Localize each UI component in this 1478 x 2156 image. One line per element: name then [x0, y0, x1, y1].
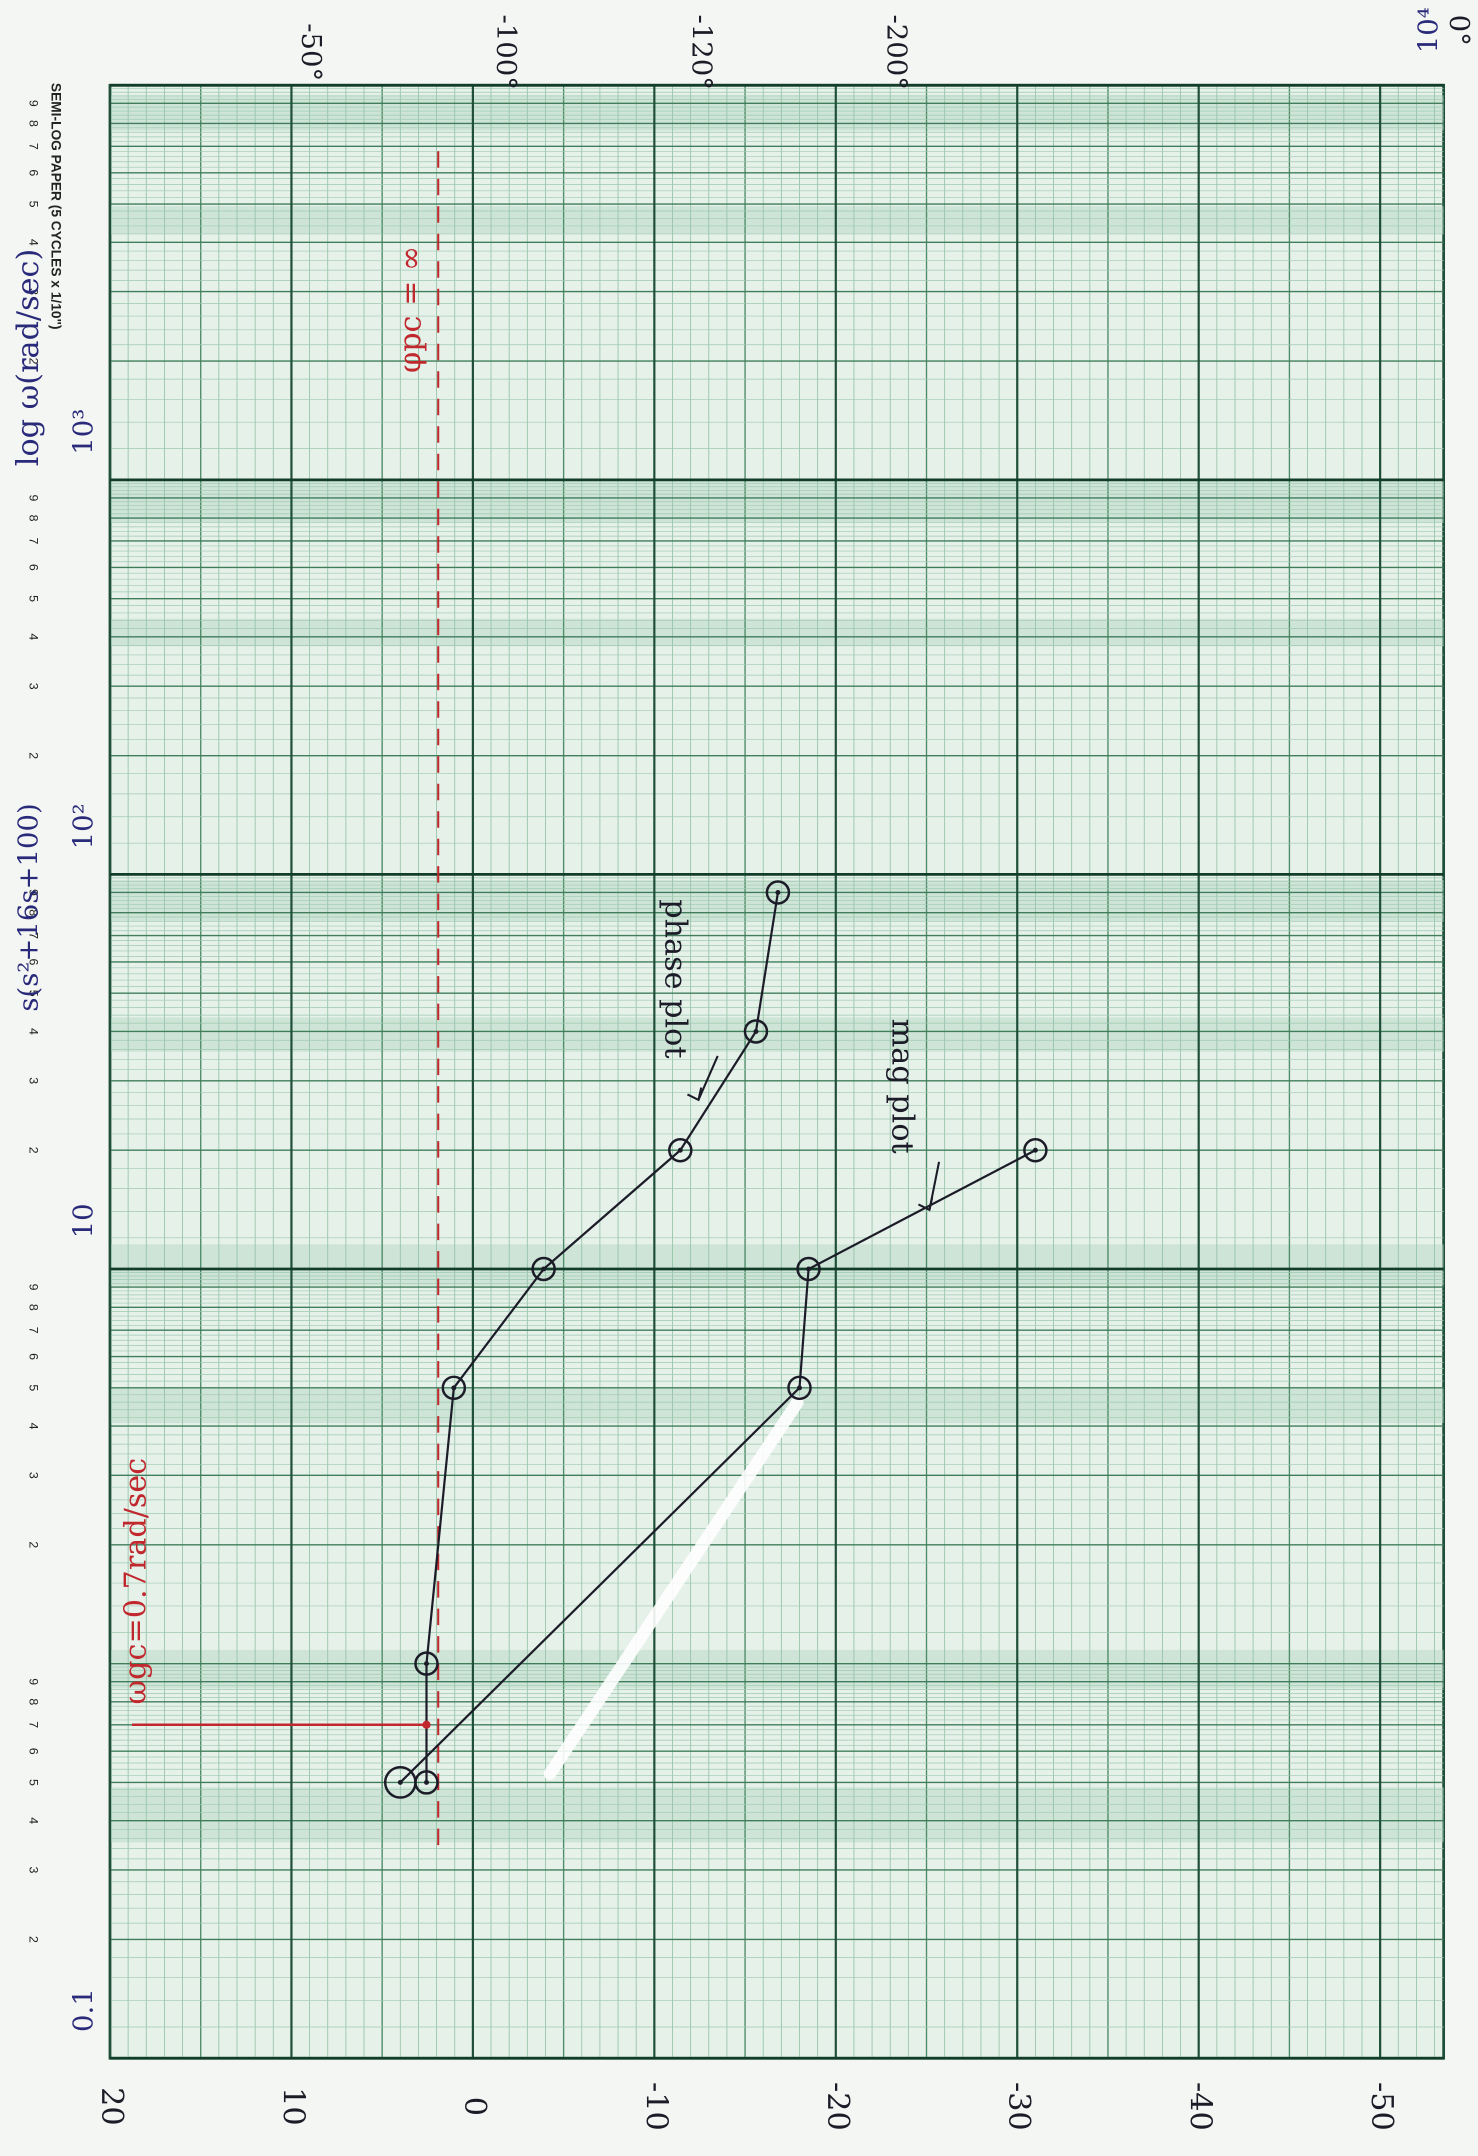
paper-band	[110, 206, 1444, 233]
data-dot	[541, 1267, 546, 1272]
data-dot	[451, 1385, 456, 1390]
x-minor-label: 4	[27, 1817, 41, 1824]
x-minor-label: 6	[27, 169, 41, 176]
y2-tick-label: -100°	[490, 14, 522, 90]
x-tick-label: 10	[68, 1203, 100, 1238]
x-minor-label: 3	[27, 683, 41, 690]
x-minor-label: 9	[27, 1284, 41, 1291]
x-minor-label: 2	[27, 1936, 41, 1943]
data-dot	[424, 1661, 429, 1666]
data-dot	[753, 1029, 758, 1034]
paper-band	[110, 619, 1444, 646]
paper-band	[110, 1787, 1444, 1842]
x-minor-label: 5	[27, 1384, 41, 1391]
x-tick-label: 10⁴	[1412, 7, 1444, 53]
crossover-label: ωgc=0.7rad/sec	[118, 1458, 153, 1705]
x-minor-label: 4	[27, 1028, 41, 1035]
paper	[110, 85, 1444, 2058]
series-label: mag plot	[885, 1019, 920, 1154]
x-minor-label: 7	[27, 1721, 41, 1728]
y-tick-label: -40	[1183, 2082, 1218, 2131]
x-minor-label: 4	[27, 1423, 41, 1430]
x-minor-label: 5	[27, 595, 41, 602]
y2-tick-label: -50°	[295, 23, 327, 81]
data-dot	[678, 1148, 683, 1153]
x-minor-label: 7	[27, 538, 41, 545]
x-minor-label: 8	[27, 1304, 41, 1311]
y-tick-label: -20	[820, 2082, 855, 2131]
x-minor-label: 2	[27, 1541, 41, 1548]
x-tick-label: 10³	[68, 409, 100, 455]
x-minor-label: 8	[27, 1698, 41, 1705]
x-minor-label: 9	[27, 100, 41, 107]
reference-label: φpc = ∞	[393, 246, 428, 373]
x-minor-label: 9	[27, 494, 41, 501]
y-tick-label: -50	[1364, 2082, 1399, 2131]
data-dot	[1033, 1148, 1038, 1153]
data-dot	[398, 1780, 403, 1785]
x-minor-label: 7	[27, 1327, 41, 1334]
x-minor-label: 8	[27, 515, 41, 522]
x-minor-label: 6	[27, 1748, 41, 1755]
data-dot	[806, 1267, 811, 1272]
data-dot	[775, 890, 780, 895]
x-axis-label: log ω(rad/sec)	[11, 249, 46, 466]
x-minor-label: 2	[27, 752, 41, 759]
graph-paper: 2345678923456789234567892345678923456789…	[0, 0, 1478, 2156]
y2-tick-label: -200°	[881, 14, 913, 90]
x-minor-label: 9	[27, 1678, 41, 1685]
x-minor-label: 4	[27, 239, 41, 246]
y-tick-label: 0	[457, 2097, 492, 2116]
paper-band	[110, 96, 1444, 130]
x-minor-label: 8	[27, 120, 41, 127]
data-dot	[797, 1385, 802, 1390]
paper-band	[110, 1017, 1444, 1051]
x-minor-label: 4	[27, 633, 41, 640]
page: 2345678923456789234567892345678923456789…	[0, 0, 1478, 2156]
paper-label: SEMI-LOG PAPER (5 CYCLES x 1/10")	[48, 83, 63, 330]
series-label: phase plot	[658, 899, 693, 1058]
x-minor-label: 5	[27, 201, 41, 208]
y-tick-label: 10	[275, 2087, 310, 2125]
x-tick-label: 0.1	[68, 1988, 100, 2032]
x-minor-label: 3	[27, 1867, 41, 1874]
paper-band	[110, 1650, 1444, 1688]
corner-note: 0°	[1443, 15, 1475, 46]
x-minor-label: 3	[27, 1077, 41, 1084]
y-tick-label: 20	[94, 2087, 129, 2125]
x-minor-label: 6	[27, 564, 41, 571]
y-tick-label: -10	[638, 2082, 673, 2131]
y2-tick-label: -120°	[685, 14, 717, 90]
x-minor-label: 7	[27, 143, 41, 150]
crossover-dot	[422, 1721, 430, 1729]
data-dot	[424, 1780, 429, 1785]
x-minor-label: 2	[27, 1147, 41, 1154]
y-tick-label: -30	[1001, 2082, 1036, 2131]
x-tick-label: 10²	[68, 803, 100, 849]
x-minor-label: 3	[27, 1472, 41, 1479]
x-minor-label: 6	[27, 1353, 41, 1360]
chart-title: s(s²+16s+100)	[13, 803, 45, 1011]
plot-root: 2345678923456789234567892345678923456789…	[11, 7, 1475, 2130]
x-minor-label: 5	[27, 1779, 41, 1786]
